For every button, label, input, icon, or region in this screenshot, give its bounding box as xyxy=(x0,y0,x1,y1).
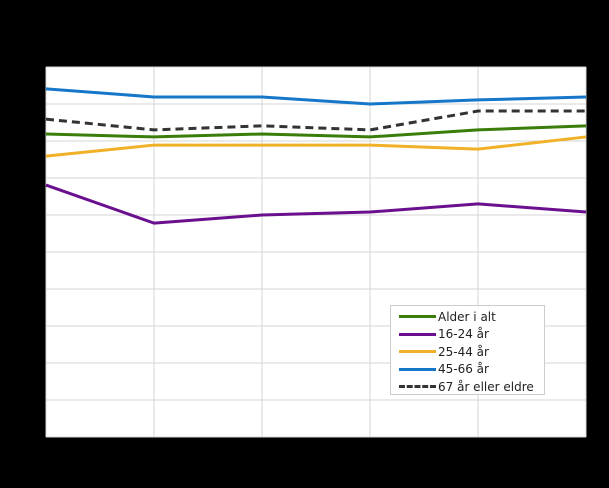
legend-label: 25-44 år xyxy=(438,344,489,359)
series-lines xyxy=(45,87,587,225)
series-line xyxy=(45,124,587,139)
legend-item: Alder i alt xyxy=(399,308,544,326)
legend-label: 45-66 år xyxy=(438,362,489,377)
legend-swatch xyxy=(399,350,436,354)
legend-item: 25-44 år xyxy=(399,343,544,361)
legend-item: 16-24 år xyxy=(399,326,544,344)
legend-swatch xyxy=(399,332,436,336)
legend-label: 16-24 år xyxy=(438,327,489,342)
legend-label: Alder i alt xyxy=(438,309,496,324)
legend-swatch xyxy=(399,315,436,319)
legend-swatch xyxy=(399,367,436,371)
legend: Alder i alt 16-24 år 25-44 år 45-66 år 67 år… xyxy=(390,305,545,395)
legend-swatch xyxy=(399,385,436,389)
legend-item: 67 år eller eldre xyxy=(399,378,544,396)
series-line xyxy=(45,183,587,225)
series-line xyxy=(45,135,587,158)
legend-label: 67 år eller eldre xyxy=(438,379,534,394)
gridlines xyxy=(45,66,587,438)
series-line xyxy=(45,87,587,106)
legend-item: 45-66 år xyxy=(399,361,544,379)
